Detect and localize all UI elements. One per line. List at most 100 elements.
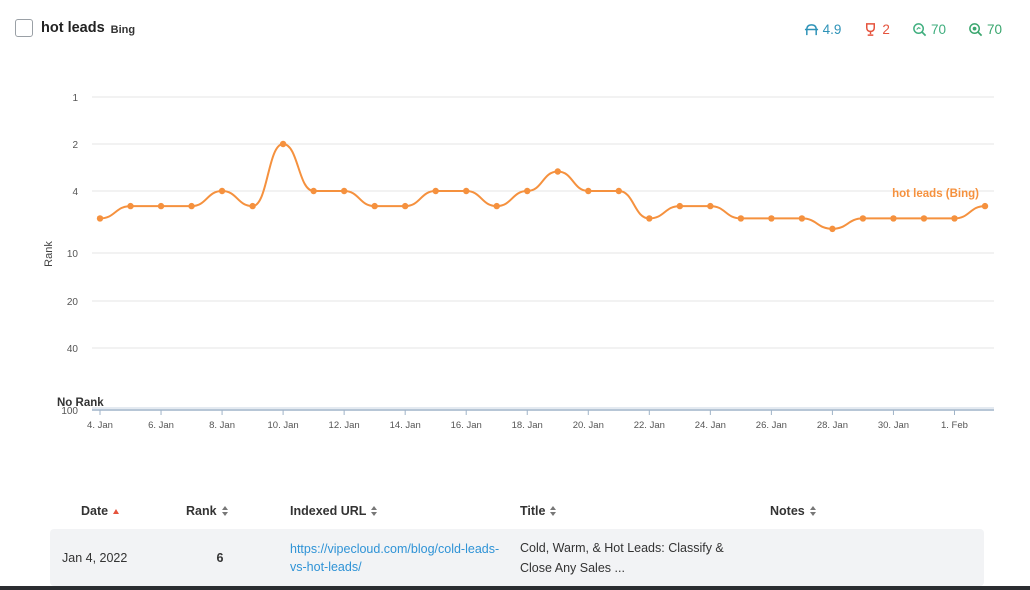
visibility-value: 4.9 [822,22,842,37]
title-line: Cold, Warm, & Hot Leads: Classify & [520,540,724,555]
data-point [707,202,714,210]
sort-icon [221,506,228,516]
series-label: hot leads (Bing) [892,188,979,200]
url-header-label: Indexed URL [290,504,367,518]
title-line: Close Any Sales ... [520,560,625,575]
x-tick-label: 6. Jan [148,420,174,431]
y-tick-label: 1 [72,93,78,104]
data-point [401,202,409,210]
search-target-metric[interactable]: 70 [968,22,1002,37]
rank-table: Date Rank Indexed URL Title Notes Jan 4,… [50,497,984,586]
table-row[interactable]: Jan 4, 2022 6 https://vipecloud.com/blog… [50,529,984,586]
search-volume-value: 70 [930,22,946,37]
data-point [157,202,165,210]
search-target-value: 70 [986,22,1002,37]
taskbar-strip [0,586,1030,590]
x-tick-label: 8. Jan [209,420,235,431]
rank-history-chart: 1 2 4 10 20 40 100 Rank No Rank 4. Jan 6. Jan 8. Ja… [43,93,994,431]
data-point [676,202,684,210]
series-line [99,142,986,230]
date-column-header[interactable]: Date [50,504,170,518]
data-point [737,215,745,222]
date-cell: Jan 4, 2022 [62,550,128,565]
rank-cell: 6 [216,550,224,565]
x-tick-label: 12. Jan [329,420,360,431]
title-cell: Cold, Warm, & Hot Leads: Classify & Clos… [520,538,770,578]
x-tick-label: 20. Jan [573,420,604,431]
no-rank-label: No Rank [57,397,104,409]
title-column-header[interactable]: Title [520,504,770,518]
x-tick-label: 1. Feb [941,420,968,431]
data-point [859,215,867,222]
trophy-icon [866,23,876,36]
y-tick-label: 20 [67,297,79,308]
data-point [127,202,134,210]
data-point [920,215,928,222]
data-point [798,215,806,222]
date-header-label: Date [81,504,109,518]
data-point [890,215,897,222]
search-target-icon [969,23,983,37]
search-volume-icon [913,23,927,37]
data-point [218,187,226,195]
keyword-header: hot leads Bing [15,19,135,37]
data-point [646,215,653,222]
engine-label: Bing [110,23,136,36]
best-rank-metric[interactable]: 2 [863,22,890,37]
x-tick-label: 16. Jan [451,420,482,431]
url-line: https://vipecloud.com/blog/cold-leads- [290,541,500,556]
search-volume-metric[interactable]: 70 [912,22,946,37]
data-point [371,202,378,210]
data-point [96,215,104,222]
x-tick-label: 28. Jan [817,420,848,431]
data-point [585,187,592,195]
sort-icon [550,506,557,516]
data-point [524,187,531,195]
keyword-metrics: 4.9 2 70 70 [804,22,1002,37]
x-tick-label: 30. Jan [878,420,909,431]
url-column-header[interactable]: Indexed URL [270,504,520,518]
data-point [249,202,256,210]
data-point [493,202,500,210]
indexed-url-link[interactable]: https://vipecloud.com/blog/cold-leads- v… [270,540,520,576]
y-tick-label: 100 [61,406,78,417]
y-tick-label: 2 [72,140,78,151]
notes-column-header[interactable]: Notes [770,504,816,518]
data-point [981,202,989,210]
data-point [829,225,836,233]
sort-icon [809,506,816,516]
sort-asc-icon [113,508,120,514]
x-tick-label: 26. Jan [756,420,787,431]
data-point [310,187,317,195]
x-tick-label: 24. Jan [695,420,726,431]
keyword-title: hot leads [41,20,105,36]
x-tick-label: 22. Jan [634,420,665,431]
x-tick-label: 18. Jan [512,420,543,431]
select-checkbox[interactable] [15,19,33,37]
y-axis-title: Rank [43,241,55,267]
data-point [463,187,470,195]
x-tick-label: 10. Jan [268,420,299,431]
x-tick-label: 14. Jan [390,420,421,431]
x-tick-label: 4. Jan [87,420,113,431]
data-point [554,168,561,175]
data-point [768,215,775,222]
y-tick-label: 4 [72,187,78,198]
data-point [188,202,195,210]
data-point [615,187,622,195]
sort-icon [371,506,378,516]
visibility-metric[interactable]: 4.9 [804,22,842,37]
data-point [951,215,958,222]
title-header-label: Title [520,504,546,518]
notes-header-label: Notes [770,504,805,518]
url-line: vs-hot-leads/ [290,559,362,574]
visibility-icon [804,24,818,36]
y-tick-label: 10 [67,249,79,260]
data-point [432,187,439,195]
y-tick-label: 40 [67,344,79,355]
data-point [340,187,348,195]
table-header: Date Rank Indexed URL Title Notes [50,497,984,525]
best-rank-value: 2 [882,22,890,37]
rank-column-header[interactable]: Rank [170,504,270,518]
